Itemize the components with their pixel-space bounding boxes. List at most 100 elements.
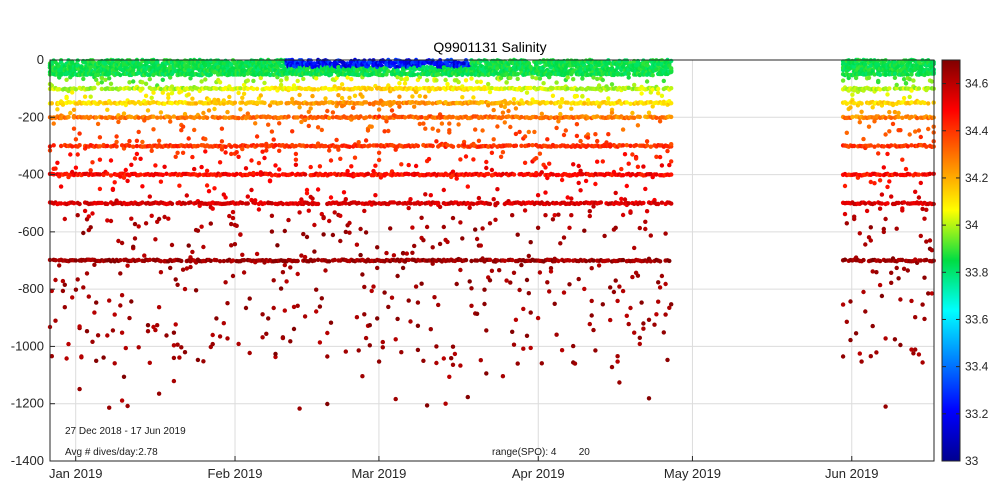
data-point-1919 bbox=[286, 114, 291, 119]
data-point-145 bbox=[64, 356, 69, 361]
data-point-637 bbox=[125, 403, 130, 409]
data-point-1500 bbox=[232, 242, 238, 247]
data-point-3220 bbox=[445, 239, 450, 245]
data-point-735 bbox=[138, 172, 143, 177]
data-point-1786 bbox=[269, 173, 275, 178]
data-point-896 bbox=[158, 115, 164, 120]
data-point-4646 bbox=[620, 212, 626, 218]
data-point-1725 bbox=[262, 100, 267, 106]
data-point-1820 bbox=[273, 351, 278, 357]
data-point-2173 bbox=[317, 164, 323, 169]
data-point-3827 bbox=[521, 101, 526, 106]
data-point-3728 bbox=[508, 143, 513, 148]
data-point-3371 bbox=[463, 154, 469, 159]
data-point-2575 bbox=[367, 101, 372, 107]
data-point-3128 bbox=[434, 360, 439, 366]
data-point-3930 bbox=[534, 115, 539, 120]
data-point-84 bbox=[57, 263, 62, 268]
data-point-3585 bbox=[489, 167, 495, 173]
data-point-2864 bbox=[402, 115, 408, 120]
data-point-55 bbox=[53, 166, 58, 171]
data-point-4802 bbox=[641, 200, 646, 206]
data-point-4922 bbox=[656, 299, 661, 304]
data-point-2855 bbox=[400, 250, 406, 256]
data-point-262 bbox=[79, 354, 84, 359]
data-point-1673 bbox=[254, 251, 260, 257]
data-point-2838 bbox=[399, 162, 404, 167]
data-point-4688 bbox=[626, 321, 631, 327]
data-point-2971 bbox=[415, 143, 421, 149]
data-point-4687 bbox=[626, 161, 631, 166]
data-point-4949 bbox=[659, 273, 665, 279]
data-point-3967 bbox=[537, 76, 543, 81]
data-point-2054 bbox=[302, 172, 308, 177]
data-point-900 bbox=[158, 259, 164, 264]
data-point-1587 bbox=[243, 305, 249, 311]
data-point-3541 bbox=[484, 165, 489, 171]
data-point-3628 bbox=[495, 258, 500, 263]
data-point-1455 bbox=[227, 94, 232, 100]
data-point-4159 bbox=[561, 132, 567, 138]
data-point-113 bbox=[60, 288, 66, 294]
data-point-3357 bbox=[461, 142, 467, 147]
data-point-2411 bbox=[347, 230, 352, 235]
data-point-930 bbox=[162, 164, 167, 169]
data-point-1048 bbox=[177, 355, 182, 360]
data-point-1851 bbox=[277, 121, 282, 126]
data-point-1452 bbox=[227, 172, 232, 177]
data-point-2886 bbox=[404, 77, 409, 82]
data-point-4233 bbox=[571, 162, 576, 167]
data-point-915 bbox=[160, 90, 165, 95]
data-point-857 bbox=[153, 327, 158, 333]
data-point-4820 bbox=[643, 186, 648, 192]
data-point-4643 bbox=[620, 257, 626, 263]
data-point-3207 bbox=[445, 62, 450, 67]
data-point-4173 bbox=[563, 128, 568, 133]
data-point-2779 bbox=[391, 99, 397, 105]
data-point-69 bbox=[55, 107, 60, 112]
data-point-2504 bbox=[358, 226, 363, 232]
data-point-3268 bbox=[450, 362, 456, 367]
data-point-2608 bbox=[371, 284, 376, 289]
data-point-1410 bbox=[221, 258, 226, 264]
data-point-2821 bbox=[397, 200, 402, 206]
data-point-3099 bbox=[430, 245, 435, 250]
data-point-1967 bbox=[291, 326, 297, 332]
data-point-4710 bbox=[630, 172, 635, 177]
data-point-635 bbox=[125, 263, 130, 268]
data-point-4674 bbox=[624, 313, 629, 318]
data-point-903 bbox=[158, 179, 164, 184]
data-point-37 bbox=[51, 143, 56, 148]
data-point-667 bbox=[129, 216, 134, 221]
data-point-1744 bbox=[264, 148, 269, 153]
data-point-467 bbox=[105, 171, 110, 176]
data-point-3921 bbox=[532, 129, 537, 135]
data-point-3981 bbox=[539, 111, 544, 117]
data-point-3762 bbox=[511, 97, 517, 102]
data-point-4685 bbox=[626, 201, 631, 206]
data-point-3464 bbox=[474, 79, 480, 85]
data-point-4447 bbox=[596, 263, 602, 268]
data-point-3847 bbox=[522, 134, 528, 139]
data-point-1157 bbox=[190, 96, 195, 101]
data-point-2042 bbox=[301, 231, 306, 237]
data-point-1064 bbox=[179, 128, 184, 133]
data-point-1660 bbox=[253, 198, 258, 203]
data-point-2623 bbox=[373, 193, 378, 198]
data-point-2937 bbox=[412, 72, 417, 77]
data-point-888 bbox=[156, 391, 162, 396]
data-point-3601 bbox=[491, 137, 496, 142]
data-point-827 bbox=[149, 95, 154, 101]
data-point-3682 bbox=[502, 86, 507, 91]
data-point-2500 bbox=[358, 114, 363, 119]
data-point-2702 bbox=[382, 290, 387, 295]
data-point-3903 bbox=[530, 143, 535, 148]
data-point-1646 bbox=[251, 170, 256, 176]
data-point-2553 bbox=[363, 335, 369, 341]
data-point-2262 bbox=[328, 320, 334, 325]
data-point-605 bbox=[121, 374, 127, 379]
data-point-1615 bbox=[247, 350, 252, 356]
data-point-2082 bbox=[306, 201, 311, 206]
data-point-2491 bbox=[356, 348, 361, 353]
data-point-2028 bbox=[299, 253, 304, 258]
